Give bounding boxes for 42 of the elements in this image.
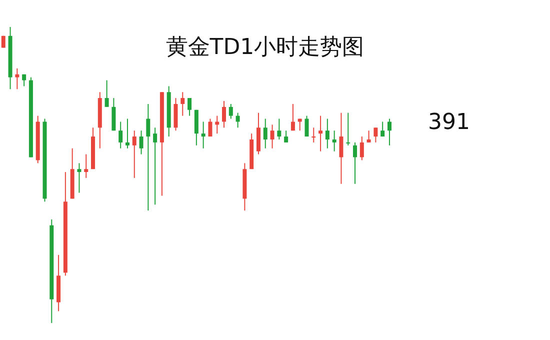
candlestick [346,112,350,146]
candlestick [188,98,192,116]
chart-title: 黄金TD1小时走势图 [164,34,366,62]
candlestick [228,103,233,120]
candlestick [318,115,323,152]
candlestick [277,118,282,140]
candlestick [125,118,130,149]
candlestick [222,100,226,128]
candlestick [215,115,220,134]
candlestick [118,121,123,149]
candlestick [270,124,274,149]
candlestick [139,130,144,155]
candlestick [112,98,116,132]
candlestick [77,162,82,194]
candlestick [332,130,336,152]
candlestick [104,80,109,108]
candlestick [132,130,136,178]
text: 391 [428,110,470,135]
candlestick [304,115,309,138]
candlestick [353,142,358,184]
candlestick [180,92,185,116]
candlestick [263,118,268,149]
candlestick [208,118,212,138]
candlestick [374,127,378,143]
candlestick [146,103,150,212]
candlestick [366,130,371,143]
candlestick [290,103,295,132]
candlestick [360,136,364,161]
candlestick [236,112,240,128]
candlestick [15,68,20,90]
candlestick [201,121,206,149]
candlestick [256,112,260,155]
candlestick [174,98,178,132]
candlestick [387,118,392,146]
candlestick [153,127,158,206]
candlestick [84,154,88,178]
candlestick [284,130,288,143]
candlestick [339,112,344,184]
candlestick [380,121,385,138]
candlestick [312,127,316,143]
candlestick [325,118,330,149]
candlestick [194,109,198,146]
